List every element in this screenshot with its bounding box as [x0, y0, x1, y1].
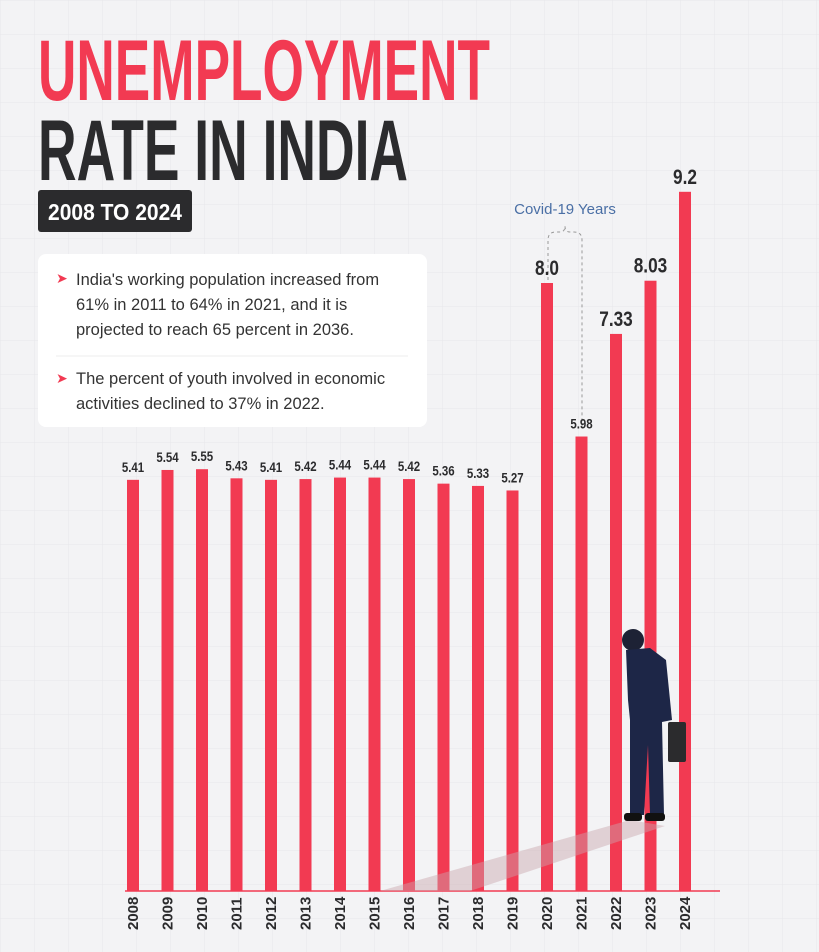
- value-label: 5.54: [156, 449, 179, 465]
- bar: [403, 479, 415, 891]
- x-tick-label: 2017: [436, 897, 453, 930]
- x-tick-label: 2014: [332, 896, 349, 930]
- x-tick-label: 2010: [194, 897, 211, 930]
- bar: [334, 477, 346, 891]
- value-label: 9.2: [673, 166, 697, 189]
- value-label: 5.33: [467, 465, 489, 481]
- subtitle-badge: [38, 190, 192, 232]
- bar: [541, 283, 553, 891]
- value-label: 5.36: [432, 463, 454, 479]
- x-tick-label: 2021: [574, 897, 591, 930]
- value-label: 5.41: [122, 459, 144, 475]
- value-label: 8.03: [634, 255, 668, 278]
- bar: [127, 479, 139, 891]
- subtitle: 2008 TO 2024: [48, 199, 182, 225]
- bar: [610, 333, 622, 891]
- chart-title: UNEMPLOYMENT: [38, 23, 490, 119]
- bar: [506, 490, 519, 891]
- value-label: 7.33: [599, 308, 633, 331]
- chart-title: RATE IN INDIA: [38, 103, 408, 199]
- bar: [437, 483, 450, 891]
- value-label: 5.44: [329, 456, 352, 472]
- figure: [380, 629, 686, 891]
- value-label: 5.98: [570, 415, 592, 431]
- bar: [196, 469, 208, 891]
- bar: [575, 436, 588, 891]
- value-label: 8.0: [535, 258, 559, 281]
- x-tick-label: 2018: [470, 897, 487, 930]
- x-tick-label: 2022: [608, 897, 625, 930]
- bar: [265, 479, 277, 891]
- value-label: 5.42: [294, 458, 316, 474]
- x-tick-label: 2013: [298, 897, 315, 930]
- x-tick-label: 2019: [505, 897, 522, 930]
- annotation-bracket: [547, 225, 583, 430]
- bullet: ➤: [56, 370, 68, 386]
- x-tick-label: 2011: [229, 897, 246, 930]
- value-label: 5.27: [501, 469, 523, 485]
- note: The percent of youth involved in economi…: [76, 370, 386, 413]
- x-tick-label: 2020: [539, 897, 556, 930]
- x-tick-label: 2012: [263, 897, 280, 930]
- x-tick-label: 2023: [643, 897, 660, 930]
- annotation: Covid-19 Years: [514, 201, 616, 218]
- x-tick-label: 2015: [367, 897, 384, 930]
- value-label: 5.41: [260, 459, 282, 475]
- x-tick-label: 2008: [125, 897, 142, 930]
- value-label: 5.44: [363, 456, 386, 472]
- value-label: 5.43: [225, 457, 247, 473]
- x-tick-label: 2009: [160, 897, 177, 930]
- notes-box: [38, 254, 427, 427]
- note: India's working population increased fro…: [76, 271, 380, 339]
- bar: [230, 478, 243, 891]
- x-tick-label: 2024: [677, 896, 694, 930]
- value-label: 5.55: [191, 448, 213, 464]
- bar: [161, 469, 174, 891]
- value-label: 5.42: [398, 458, 420, 474]
- bar: [679, 191, 691, 892]
- bar: [472, 485, 484, 891]
- bullet: ➤: [56, 270, 68, 286]
- x-tick-label: 2016: [401, 897, 418, 930]
- bar: [368, 477, 381, 891]
- bar: [299, 479, 312, 891]
